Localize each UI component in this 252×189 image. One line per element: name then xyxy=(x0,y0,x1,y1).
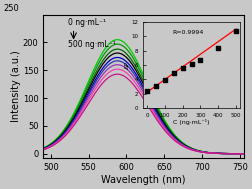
Text: 250: 250 xyxy=(4,4,19,13)
X-axis label: Wavelength (nm): Wavelength (nm) xyxy=(101,175,186,185)
Y-axis label: Intensity (a.u.): Intensity (a.u.) xyxy=(11,50,21,122)
Text: 0 ng·mL⁻¹: 0 ng·mL⁻¹ xyxy=(68,18,106,27)
Text: 500 ng·mL⁻¹: 500 ng·mL⁻¹ xyxy=(68,40,115,49)
